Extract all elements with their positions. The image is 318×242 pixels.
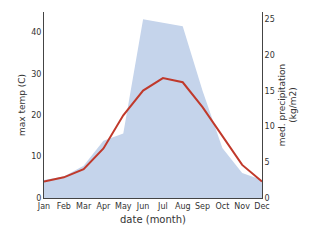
svg-text:20: 20 bbox=[31, 111, 41, 120]
svg-text:0: 0 bbox=[36, 194, 41, 203]
svg-text:25: 25 bbox=[265, 15, 275, 24]
svg-text:Sep: Sep bbox=[195, 202, 210, 211]
svg-text:15: 15 bbox=[265, 86, 275, 95]
svg-text:max temp (C): max temp (C) bbox=[17, 74, 27, 136]
svg-text:med. precipitation(kg/m2): med. precipitation(kg/m2) bbox=[277, 64, 299, 146]
svg-text:May: May bbox=[115, 202, 132, 211]
svg-text:Nov: Nov bbox=[234, 202, 250, 211]
svg-text:Dec: Dec bbox=[254, 202, 269, 211]
svg-text:0: 0 bbox=[265, 194, 270, 203]
svg-text:20: 20 bbox=[265, 51, 275, 60]
svg-text:Apr: Apr bbox=[97, 202, 112, 211]
svg-text:Jun: Jun bbox=[136, 202, 150, 211]
svg-text:10: 10 bbox=[31, 152, 41, 161]
svg-text:Jan: Jan bbox=[37, 202, 50, 211]
svg-text:date (month): date (month) bbox=[120, 214, 186, 225]
svg-text:5: 5 bbox=[265, 158, 270, 167]
svg-text:30: 30 bbox=[31, 70, 41, 79]
svg-text:10: 10 bbox=[265, 122, 275, 131]
svg-text:Mar: Mar bbox=[76, 202, 92, 211]
svg-text:Feb: Feb bbox=[57, 202, 71, 211]
svg-text:Aug: Aug bbox=[175, 202, 191, 211]
svg-text:Jul: Jul bbox=[157, 202, 168, 211]
svg-text:Oct: Oct bbox=[215, 202, 229, 211]
svg-text:40: 40 bbox=[31, 28, 41, 37]
